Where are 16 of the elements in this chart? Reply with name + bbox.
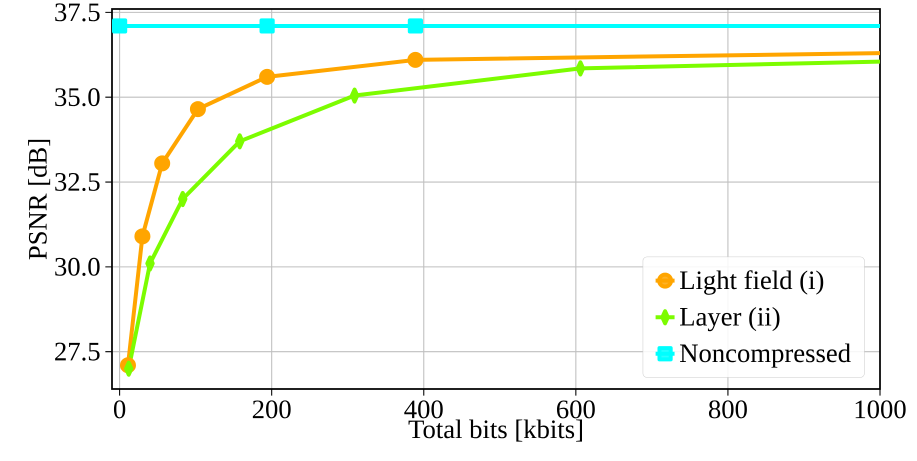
x-tick-label: 0 xyxy=(114,400,126,418)
y-tick-label: 32.5 xyxy=(55,173,100,192)
y-tick-label: 30.0 xyxy=(55,258,100,276)
x-tick-label: 800 xyxy=(708,400,747,418)
x-tick-label: 200 xyxy=(252,400,291,418)
legend-label: Noncompressed xyxy=(680,343,851,368)
x-tick-label: 1000 xyxy=(856,400,906,418)
x-axis-title: Total bits [kbits] xyxy=(408,420,582,442)
y-axis-title: PSNR [dB] xyxy=(28,140,50,260)
x-tick-label: 600 xyxy=(556,400,595,418)
x-tick-label: 400 xyxy=(404,400,443,418)
y-tick-label: 27.5 xyxy=(55,342,100,361)
y-tick-label: 37.5 xyxy=(55,3,100,22)
legend-label: Layer (ii) xyxy=(680,306,780,332)
legend-label: Light field (i) xyxy=(680,270,824,295)
y-tick-label: 35.0 xyxy=(55,88,100,106)
